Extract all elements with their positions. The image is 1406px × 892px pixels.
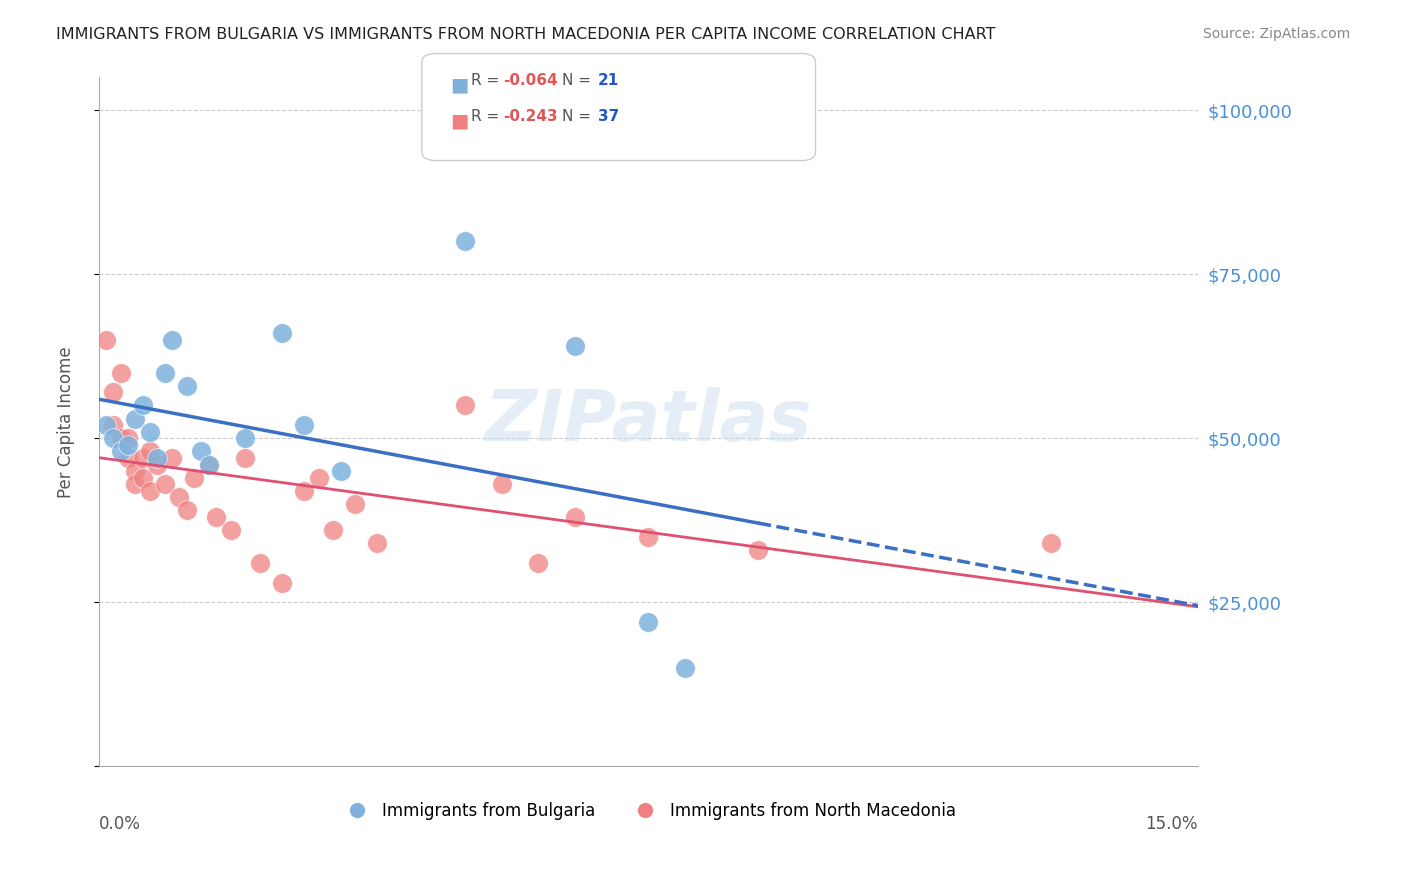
Point (146, 458, 169, 472)
Point (344, 497, 367, 511)
Point (132, 399, 155, 413)
Point (491, 477, 513, 491)
Point (197, 458, 219, 472)
Point (132, 450, 155, 465)
Text: R =: R = (471, 109, 505, 124)
Text: 0.0%: 0.0% (98, 814, 141, 832)
Text: 21: 21 (598, 73, 619, 88)
Text: 37: 37 (598, 109, 619, 124)
Point (637, 530, 659, 544)
Point (132, 470, 155, 484)
Point (153, 366, 176, 380)
Point (271, 575, 294, 590)
Point (183, 470, 205, 484)
Point (94, 418, 117, 433)
Text: N =: N = (562, 73, 596, 88)
Text: R =: R = (471, 73, 505, 88)
Text: ■: ■ (450, 112, 468, 130)
Point (117, 438, 139, 452)
Point (564, 339, 586, 353)
Legend: Immigrants from Bulgaria, Immigrants from North Macedonia: Immigrants from Bulgaria, Immigrants fro… (333, 796, 963, 827)
Point (146, 450, 169, 465)
Point (747, 542, 769, 557)
Point (329, 464, 352, 478)
Point (139, 483, 162, 498)
Text: 15.0%: 15.0% (1146, 814, 1198, 832)
Point (308, 470, 330, 484)
Text: IMMIGRANTS FROM BULGARIA VS IMMIGRANTS FROM NORTH MACEDONIA PER CAPITA INCOME CO: IMMIGRANTS FROM BULGARIA VS IMMIGRANTS F… (56, 27, 995, 42)
Point (292, 418, 315, 433)
Point (197, 458, 219, 472)
Y-axis label: Per Capita Income: Per Capita Income (58, 346, 75, 498)
Point (110, 366, 132, 380)
Point (103, 385, 125, 400)
Point (169, 491, 191, 505)
Point (1040, 536, 1063, 550)
Point (103, 431, 125, 445)
Point (292, 483, 315, 498)
Point (249, 556, 271, 570)
Point (117, 450, 139, 465)
Point (190, 444, 212, 458)
Point (176, 503, 198, 517)
Point (103, 418, 125, 433)
Point (124, 411, 146, 425)
Text: ZIPatlas: ZIPatlas (485, 387, 813, 457)
Point (124, 477, 146, 491)
Point (139, 425, 162, 439)
Point (527, 556, 550, 570)
Point (219, 523, 242, 537)
Point (160, 450, 183, 465)
Text: -0.243: -0.243 (503, 109, 558, 124)
Text: -0.064: -0.064 (503, 73, 558, 88)
Point (673, 661, 696, 675)
Point (94, 333, 117, 347)
Point (110, 444, 132, 458)
Point (110, 431, 132, 445)
Point (366, 536, 388, 550)
Point (235, 450, 257, 465)
Point (454, 399, 477, 413)
Point (160, 333, 183, 347)
Point (124, 464, 146, 478)
Point (235, 431, 257, 445)
Point (564, 510, 586, 524)
Point (205, 510, 228, 524)
Point (117, 431, 139, 445)
Point (271, 326, 294, 341)
Point (139, 444, 162, 458)
Point (176, 379, 198, 393)
Text: N =: N = (562, 109, 596, 124)
Point (322, 523, 344, 537)
Text: Source: ZipAtlas.com: Source: ZipAtlas.com (1202, 27, 1350, 41)
Point (454, 235, 477, 249)
Text: ■: ■ (450, 76, 468, 95)
Point (153, 477, 176, 491)
Point (637, 615, 659, 629)
